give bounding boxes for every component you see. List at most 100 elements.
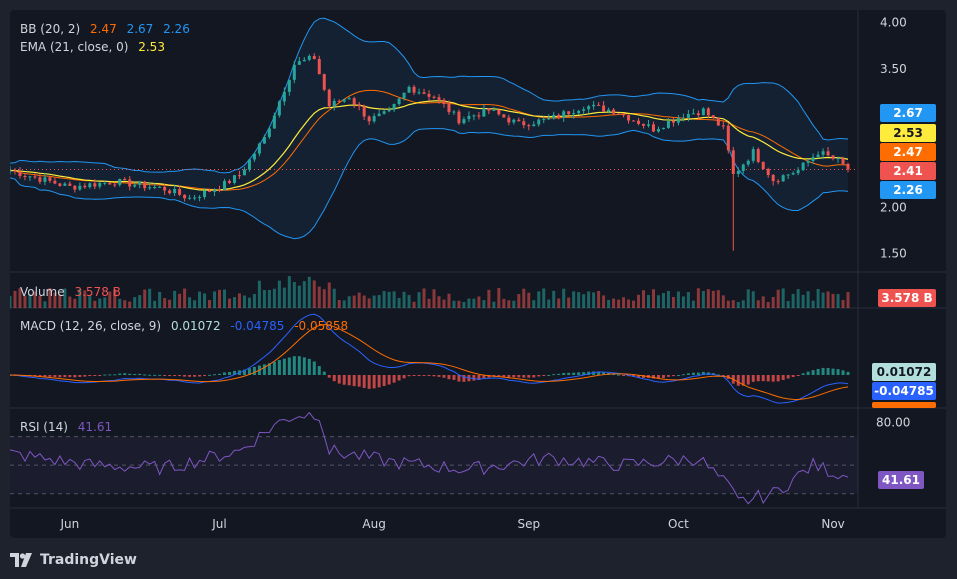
volume-legend[interactable]: Volume 3.578 B [20, 285, 127, 299]
volume-bar [781, 288, 785, 308]
macd-histogram-bar [432, 375, 436, 377]
candle-body [138, 181, 142, 185]
macd-histogram-bar [397, 375, 401, 381]
volume-bar [766, 301, 770, 308]
candle-body [562, 111, 566, 118]
macd-histogram-bar [242, 369, 246, 375]
volume-bar [816, 288, 820, 308]
candle-body [627, 115, 631, 121]
volume-bar [352, 295, 356, 308]
candle-body [701, 108, 705, 116]
candle-body [831, 155, 835, 159]
volume-bar [203, 293, 207, 308]
macd-histogram-bar [327, 375, 331, 378]
volume-bar [417, 292, 421, 308]
macd-histogram-bar [527, 375, 531, 378]
macd-histogram-bar [532, 375, 536, 378]
candle-body [367, 116, 371, 122]
volume-bar [153, 300, 157, 308]
volume-bar [437, 296, 441, 308]
bb-legend[interactable]: BB (20, 2) 2.47 2.67 2.26 [20, 22, 196, 36]
macd-histogram-bar [98, 375, 102, 376]
macd-histogram-bar [158, 374, 162, 376]
macd-histogram-bar [557, 373, 561, 375]
volume-bar [447, 293, 451, 308]
price-tick-label: 3.50 [880, 62, 907, 76]
candle-body [437, 97, 441, 100]
macd-histogram-bar [816, 368, 820, 375]
candle-body [357, 104, 361, 107]
volume-bar [731, 300, 735, 308]
macd-histogram-bar [267, 363, 271, 375]
macd-histogram-bar [163, 375, 167, 376]
macd-histogram-bar [48, 375, 52, 377]
volume-bar [272, 288, 276, 308]
volume-bar [277, 280, 281, 308]
volume-bar [422, 288, 426, 308]
macd-legend[interactable]: MACD (12, 26, close, 9) 0.01072 -0.04785… [20, 319, 354, 333]
volume-bar [547, 299, 551, 308]
candle-body [791, 173, 795, 175]
volume-bar [357, 292, 361, 308]
volume-bar [282, 287, 286, 308]
candle-body [213, 189, 217, 192]
macd-histogram-bar [736, 375, 740, 386]
candle-body [487, 108, 491, 111]
macd-histogram-bar [572, 372, 576, 375]
volume-bar [332, 288, 336, 308]
volume-bar [552, 290, 556, 308]
volume-bar [497, 288, 501, 308]
macd-histogram-bar [831, 368, 835, 375]
volume-bar [193, 300, 197, 308]
candle-body [193, 197, 197, 199]
volume-bar [128, 301, 132, 308]
macd-histogram-bar [651, 375, 655, 379]
macd-histogram-bar [277, 359, 281, 375]
macd-histogram-bar [721, 375, 725, 376]
macd-histogram-bar [582, 372, 586, 375]
macd-histogram-bar [208, 374, 212, 376]
candle-body [128, 179, 132, 187]
macd-histogram-bar [53, 375, 57, 378]
candle-body [592, 104, 596, 107]
candle-body [58, 183, 62, 186]
macd-histogram-bar [597, 371, 601, 375]
chart-frame[interactable]: 4.00 3.50 2.00 1.50 Jun Jul Aug Sep Oct Nov 80.00 … [10, 10, 946, 538]
candle-body [307, 55, 311, 60]
candle-body [148, 187, 152, 189]
candle-body [183, 194, 187, 199]
chart-canvas[interactable]: 4.00 3.50 2.00 1.50 Jun Jul Aug Sep Oct Nov 80.00 [10, 10, 946, 538]
macd-histogram-bar [447, 375, 451, 380]
ema-legend-label: EMA (21, close, 0) [20, 40, 129, 54]
candle-body [237, 175, 241, 177]
volume-bar [148, 288, 152, 308]
ema-legend[interactable]: EMA (21, close, 0) 2.53 [20, 40, 171, 54]
volume-bar [522, 288, 526, 308]
macd-histogram-bar [88, 375, 92, 376]
macd-histogram-bar [83, 375, 87, 377]
macd-histogram-bar [661, 375, 665, 379]
time-axis-label: Sep [517, 517, 540, 531]
volume-bar [218, 289, 222, 308]
candle-body [347, 98, 351, 100]
volume-bar [572, 291, 576, 308]
macd-histogram-bar [133, 374, 137, 376]
candle-body [297, 61, 301, 65]
macd-histogram-bar [367, 375, 371, 389]
macd-histogram-bar [203, 375, 207, 376]
volume-bar [791, 293, 795, 308]
candle-body [412, 86, 416, 93]
volume-bar [711, 290, 715, 308]
tradingview-brand[interactable]: TradingView [10, 548, 137, 572]
volume-bar [138, 295, 142, 308]
volume-bar [627, 299, 631, 308]
macd-histogram-bar [232, 370, 236, 375]
macd-histogram-bar [512, 375, 516, 378]
candle-body [372, 116, 376, 122]
candle-body [826, 151, 830, 156]
candle-body [133, 184, 137, 187]
rsi-legend[interactable]: RSI (14) 41.61 [20, 420, 118, 434]
volume-bar [183, 288, 187, 308]
candle-body [397, 98, 401, 105]
candle-body [736, 170, 740, 174]
